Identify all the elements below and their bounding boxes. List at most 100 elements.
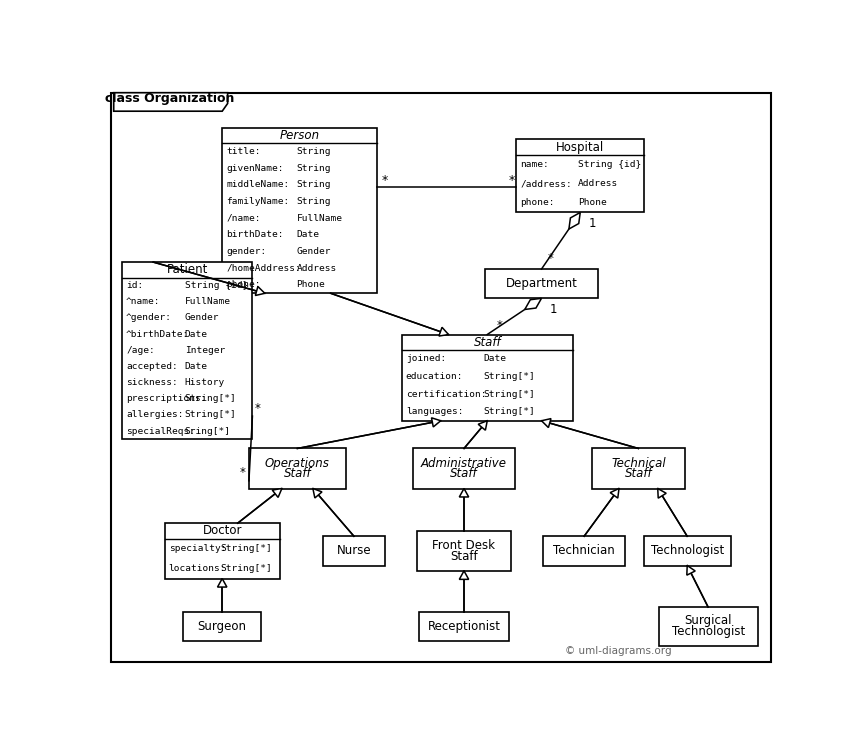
Text: Surgical: Surgical [685, 615, 732, 627]
Text: String: String [297, 197, 331, 206]
Text: History: History [185, 378, 225, 387]
Text: Front Desk: Front Desk [433, 539, 495, 552]
Bar [420, 612, 508, 641]
Text: String: String [297, 147, 331, 156]
Text: Date: Date [185, 329, 208, 338]
Text: Date: Date [484, 354, 507, 363]
Text: name:: name: [520, 160, 549, 169]
Text: Sring[*]: Sring[*] [185, 427, 230, 436]
Text: Staff: Staff [450, 550, 478, 562]
Text: *: * [255, 403, 261, 415]
Text: String[*]: String[*] [185, 410, 237, 420]
Text: Doctor: Doctor [202, 524, 242, 537]
Text: Staff: Staff [474, 335, 501, 349]
Text: *: * [382, 174, 388, 187]
Text: String[*]: String[*] [484, 390, 536, 399]
Text: Surgeon: Surgeon [198, 620, 247, 633]
Text: 1: 1 [589, 217, 596, 230]
Text: String: String [297, 164, 331, 173]
Text: locations:: locations: [169, 564, 226, 573]
Text: joined:: joined: [406, 354, 446, 363]
Text: Department: Department [506, 277, 577, 290]
Text: String[*]: String[*] [220, 544, 272, 553]
Text: birthDate:: birthDate: [226, 230, 284, 239]
Polygon shape [273, 489, 282, 498]
Polygon shape [459, 489, 469, 497]
Text: *: * [497, 319, 502, 332]
Text: © uml-diagrams.org: © uml-diagrams.org [565, 646, 672, 656]
Bar [122, 262, 253, 439]
Text: certification:: certification: [406, 390, 487, 399]
Polygon shape [313, 489, 322, 498]
Text: Technologist: Technologist [672, 625, 745, 638]
Text: phone:: phone: [226, 280, 261, 290]
Text: /homeAddress:: /homeAddress: [226, 264, 301, 273]
Text: ^gender:: ^gender: [126, 314, 172, 323]
Text: 1: 1 [550, 303, 557, 315]
Text: ^birthDate:: ^birthDate: [126, 329, 189, 338]
Text: *: * [240, 466, 245, 479]
Text: ^name:: ^name: [126, 297, 161, 306]
Text: class Organization: class Organization [105, 93, 234, 105]
Text: Nurse: Nurse [336, 545, 372, 557]
Bar [417, 531, 512, 571]
Text: String[*]: String[*] [484, 407, 536, 416]
Text: Integer: Integer [185, 346, 225, 355]
Text: Address: Address [578, 179, 618, 188]
Text: Staff: Staff [284, 468, 311, 480]
Text: *: * [508, 174, 515, 187]
Polygon shape [478, 421, 488, 430]
Text: /address:: /address: [520, 179, 572, 188]
Text: String[*]: String[*] [484, 372, 536, 381]
Bar [544, 536, 625, 565]
Text: Staff: Staff [624, 468, 652, 480]
Bar [644, 536, 731, 565]
Text: givenName:: givenName: [226, 164, 284, 173]
Bar [516, 139, 644, 212]
Text: Technologist: Technologist [650, 545, 724, 557]
Bar [183, 612, 261, 641]
Bar [592, 448, 685, 489]
Text: title:: title: [226, 147, 261, 156]
Text: Technician: Technician [553, 545, 615, 557]
Text: Staff: Staff [450, 468, 478, 480]
Text: FullName: FullName [297, 214, 342, 223]
Bar [165, 523, 280, 579]
Polygon shape [525, 298, 542, 309]
Polygon shape [687, 565, 695, 575]
Text: /age:: /age: [126, 346, 155, 355]
Polygon shape [459, 571, 469, 580]
Text: Gender: Gender [185, 314, 219, 323]
Text: prescriptions:: prescriptions: [126, 394, 206, 403]
Text: phone:: phone: [520, 199, 555, 208]
Text: Receptionist: Receptionist [427, 620, 501, 633]
Text: /name:: /name: [226, 214, 261, 223]
Text: familyName:: familyName: [226, 197, 289, 206]
Text: Administrative: Administrative [421, 456, 507, 470]
Polygon shape [432, 418, 440, 427]
Text: middleName:: middleName: [226, 180, 289, 189]
Polygon shape [218, 579, 227, 587]
Polygon shape [114, 93, 228, 111]
Bar [402, 335, 573, 421]
Polygon shape [569, 212, 581, 229]
Text: Operations: Operations [265, 456, 330, 470]
Polygon shape [255, 287, 265, 296]
Text: String[*]: String[*] [185, 394, 237, 403]
Text: Phone: Phone [297, 280, 325, 290]
Text: Gender: Gender [297, 247, 331, 256]
Text: accepted:: accepted: [126, 362, 178, 371]
Text: Patient: Patient [167, 264, 208, 276]
Polygon shape [542, 418, 551, 427]
Text: allergies:: allergies: [126, 410, 183, 420]
Text: FullName: FullName [185, 297, 230, 306]
Text: education:: education: [406, 372, 464, 381]
Polygon shape [439, 327, 449, 336]
Bar [222, 128, 378, 294]
Text: specialReqs:: specialReqs: [126, 427, 195, 436]
Text: Address: Address [297, 264, 337, 273]
Bar [413, 448, 515, 489]
Bar [659, 607, 758, 645]
Text: Date: Date [185, 362, 208, 371]
Polygon shape [611, 489, 619, 498]
